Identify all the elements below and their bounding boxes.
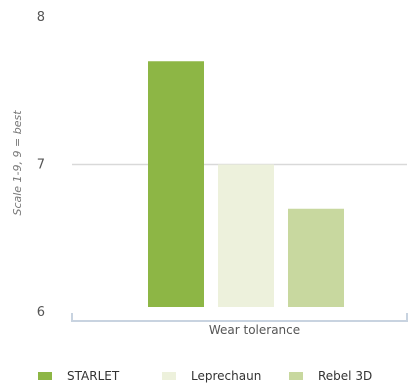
y-tick-label: 6: [37, 305, 45, 320]
x-axis-line: [71, 313, 408, 322]
y-axis-title: Scale 1-9, 9 = best: [11, 110, 24, 216]
legend: STARLET Leprechaun Rebel 3D: [38, 369, 372, 383]
legend-label: STARLET: [67, 369, 120, 383]
legend-label: Leprechaun: [191, 369, 261, 383]
legend-item: Rebel 3D: [289, 369, 372, 383]
x-category-label: Wear tolerance: [209, 323, 300, 337]
y-tick-label: 7: [37, 158, 45, 173]
legend-item: STARLET: [38, 369, 120, 383]
y-axis-ticks: 6 7 8: [37, 10, 45, 320]
legend-swatch: [289, 372, 303, 380]
bars: [148, 61, 344, 307]
bar-rebel-3d: [288, 208, 344, 307]
y-tick-label: 8: [37, 10, 45, 25]
legend-item: Leprechaun: [162, 369, 261, 383]
legend-swatch: [38, 372, 52, 380]
bar-starlet: [148, 61, 204, 307]
legend-swatch: [162, 372, 176, 380]
bar-leprechaun: [218, 164, 274, 307]
x-axis: Wear tolerance: [71, 313, 408, 337]
legend-label: Rebel 3D: [318, 369, 372, 383]
